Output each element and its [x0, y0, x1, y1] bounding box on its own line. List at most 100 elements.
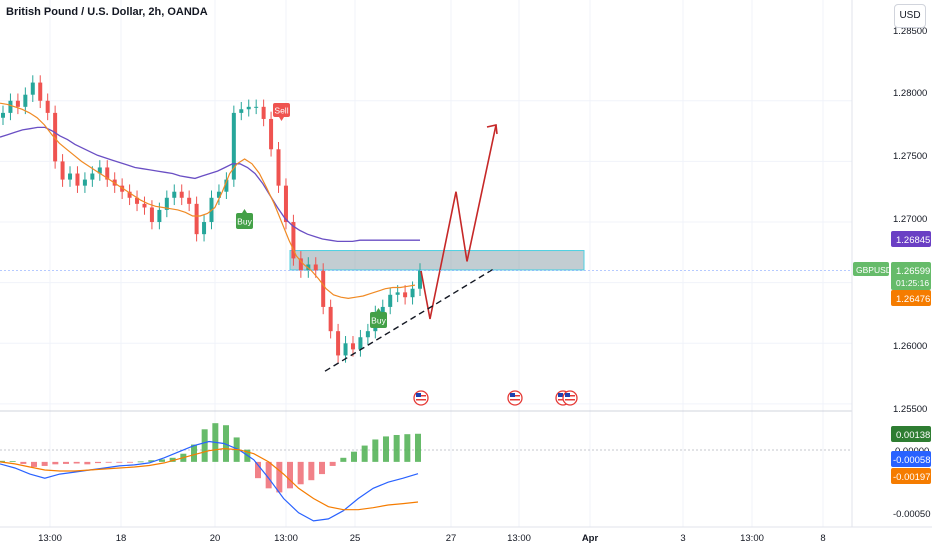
macd-hist-bar	[169, 457, 176, 462]
time-tick: 13:00	[38, 533, 62, 544]
candle-body	[135, 197, 140, 204]
candle-body	[321, 270, 326, 307]
macd-signal-line	[0, 447, 419, 511]
price-tick: 1.27000	[893, 214, 927, 225]
candle-body	[127, 191, 132, 198]
candle-body	[164, 197, 169, 210]
last-price-badge: 1.26599 01:25:16	[891, 262, 931, 290]
candle-body	[239, 109, 244, 113]
candle-body	[202, 222, 207, 235]
candle-body	[1, 112, 5, 118]
resistance-zone[interactable]	[289, 250, 585, 271]
symbol-badge: GBPUSD	[853, 262, 892, 276]
macd-hist-bar	[372, 439, 379, 462]
macd-hist-bar	[159, 459, 165, 462]
price-tick: 1.27500	[893, 151, 927, 162]
buy-label-2: Buy	[371, 316, 386, 326]
candle-body	[149, 207, 154, 223]
ma-slow-line	[0, 126, 420, 243]
us-flag-icon[interactable]	[562, 390, 578, 406]
macd-hist-bar	[148, 460, 155, 462]
candle-body	[328, 306, 333, 332]
candle-body	[194, 203, 199, 235]
macd-hist-bar	[255, 461, 261, 479]
macd-hist-bar	[95, 461, 101, 464]
candle-body	[187, 197, 192, 204]
macd-hist-bar	[361, 445, 368, 462]
macd-hist-bar	[383, 436, 389, 462]
price-tick: 1.25500	[893, 404, 927, 415]
macd-hist-bar	[287, 461, 293, 489]
macd-hist-bar	[393, 434, 400, 462]
event-flags	[413, 390, 578, 406]
price-tick: 1.28000	[893, 88, 927, 99]
candle-body	[216, 191, 221, 198]
macd-hist-bar	[351, 451, 357, 462]
macd-hist-bar	[276, 461, 283, 493]
candle-body	[336, 331, 341, 356]
macd-hist-bar	[223, 425, 229, 462]
macd-hist-bar	[265, 461, 272, 489]
macd-hist-badge: 0.00138	[891, 426, 931, 442]
macd-hist-bar	[415, 433, 421, 462]
candle-body	[380, 306, 385, 313]
candle-body	[53, 112, 58, 162]
macd-hist-bar	[20, 461, 27, 464]
ma-fast-line	[0, 102, 416, 300]
sell-signal: Sell	[273, 103, 290, 121]
us-flag-icon[interactable]	[507, 390, 523, 406]
buy-signal-2: Buy	[370, 308, 387, 328]
candle-body	[157, 209, 162, 223]
trendline-dashed	[324, 266, 497, 372]
macd-hist-bar	[9, 461, 16, 462]
candle-body	[283, 185, 288, 223]
macd-hist-bar	[319, 461, 325, 475]
svg-text:0.00138: 0.00138	[896, 430, 930, 441]
buy-label-1: Buy	[237, 217, 252, 227]
time-axis: 13:00 18 20 13:00 25 27 13:00 Apr 3 13:0…	[38, 533, 826, 544]
time-tick: 13:00	[507, 533, 531, 544]
buy-signal-1: Buy	[236, 209, 253, 229]
macd-hist-bar	[329, 461, 336, 466]
candle-body	[60, 161, 65, 180]
macd-hist-bar	[191, 444, 197, 462]
candle-body	[179, 191, 184, 198]
time-tick: 13:00	[274, 533, 298, 544]
macd-hist-bar	[116, 461, 123, 463]
macd-hist-bar	[297, 461, 304, 485]
price-tick: 1.28500	[893, 26, 927, 37]
candle-body	[90, 173, 95, 180]
candle-body	[75, 173, 80, 186]
macd-histogram	[0, 423, 421, 493]
candle-body	[23, 94, 28, 107]
candle-body	[261, 106, 266, 119]
candle-body	[82, 179, 87, 186]
svg-text:-0.00197: -0.00197	[893, 472, 931, 483]
time-tick: 13:00	[740, 533, 764, 544]
currency-button[interactable]: USD	[894, 4, 926, 28]
candle-body	[350, 343, 355, 350]
svg-text:1.26845: 1.26845	[896, 235, 930, 246]
svg-text:01:25:16: 01:25:16	[896, 278, 929, 288]
candle-body	[254, 106, 259, 108]
sell-label: Sell	[274, 106, 288, 116]
candle-body	[105, 167, 110, 180]
macd-hist-bar	[31, 461, 37, 467]
macd-hist-bar	[340, 457, 347, 462]
candle-body	[30, 82, 35, 95]
candle-body	[97, 167, 102, 174]
macd-line-badge: -0.00058	[891, 451, 931, 467]
us-flag-icon[interactable]	[413, 390, 429, 406]
forecast-path	[420, 124, 497, 320]
price-axis: 1.28500 1.28000 1.27500 1.27000 1.26000 …	[893, 26, 927, 415]
candle-body	[269, 118, 274, 150]
candle-body	[68, 173, 73, 180]
candle-body	[224, 179, 229, 192]
macd-hist-bar	[137, 461, 144, 463]
macd-hist-bar	[84, 461, 91, 465]
candle-body	[291, 222, 296, 259]
macd-hist-bar	[41, 461, 48, 466]
candle-body	[313, 264, 318, 271]
candle-body	[410, 288, 415, 298]
candle-body	[418, 270, 422, 289]
